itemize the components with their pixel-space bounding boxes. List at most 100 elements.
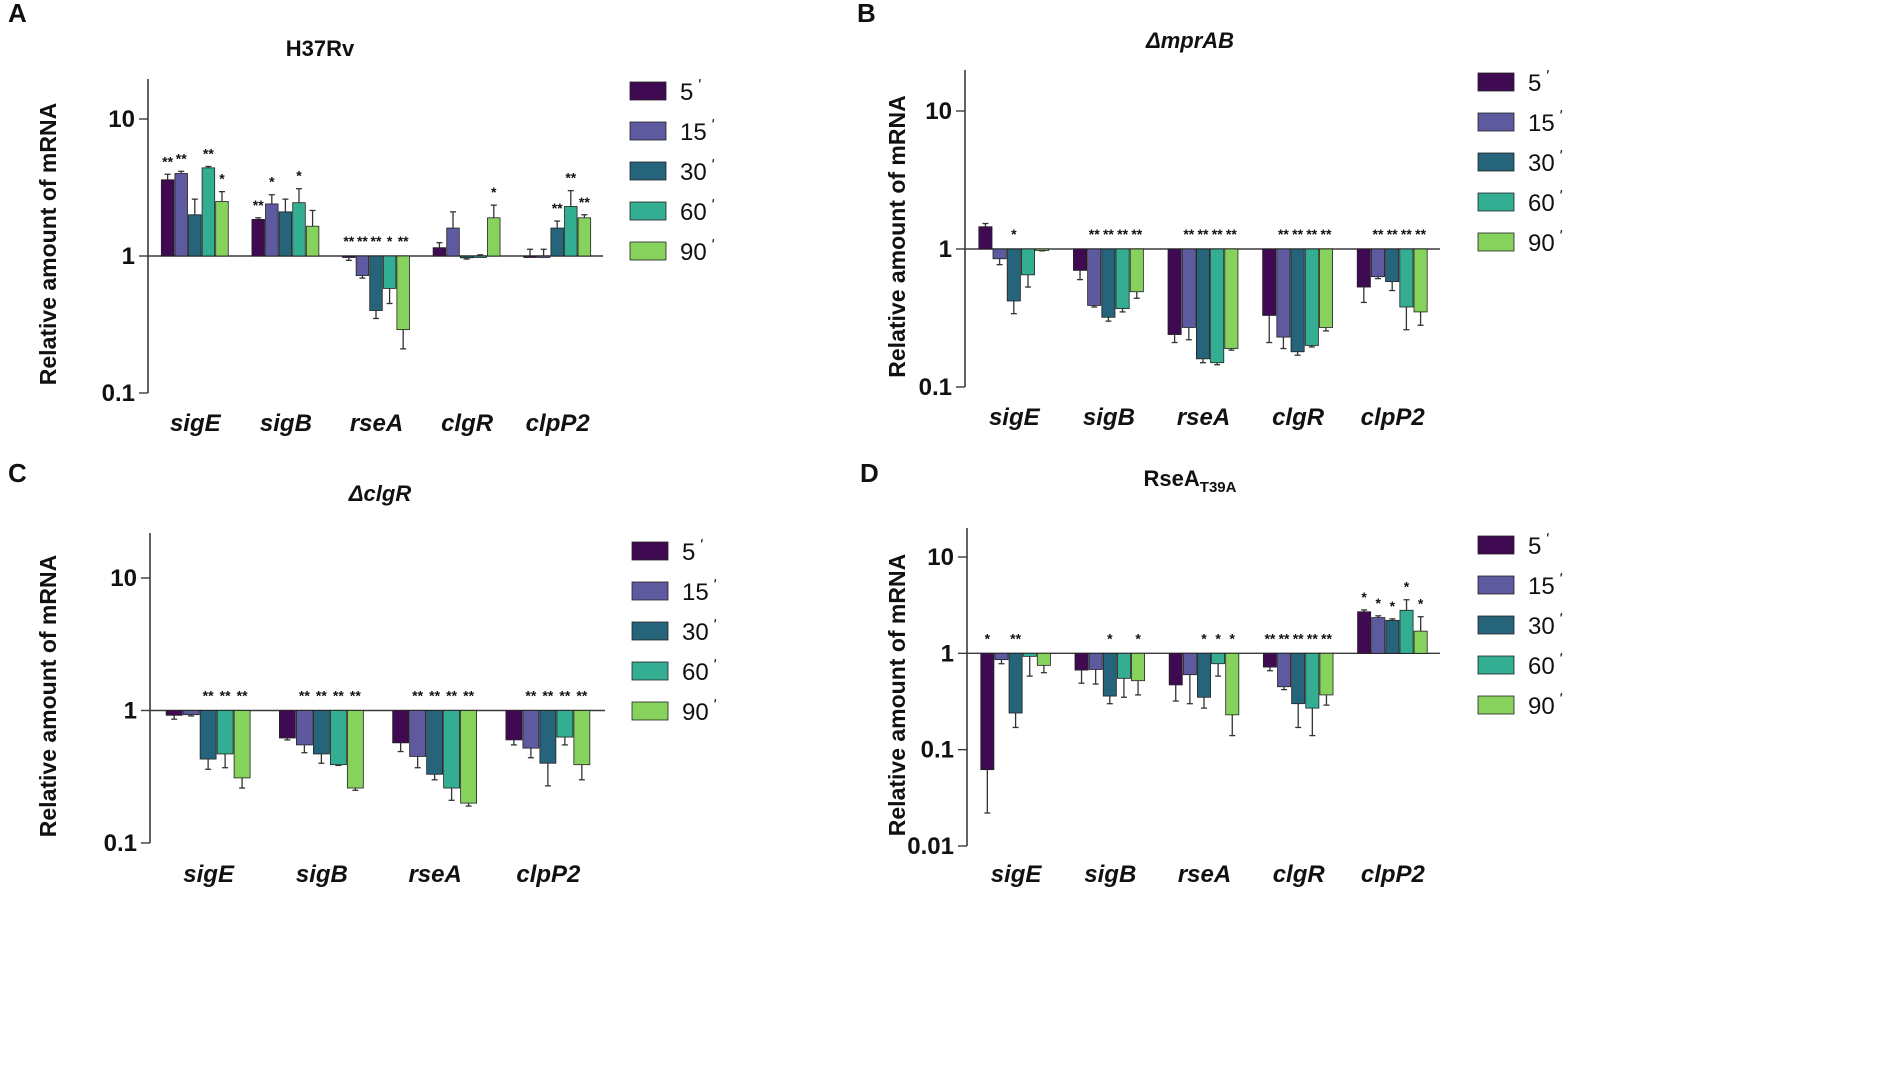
legend-label: 30 ʹ — [682, 617, 717, 646]
legend: 5 ʹ 15 ʹ 30 ʹ 60 ʹ 90 ʹ — [1477, 531, 1563, 720]
bar-clgR-15 — [446, 227, 460, 257]
legend-swatch — [1477, 152, 1515, 172]
legend-swatch — [1477, 535, 1515, 555]
bar-clgR-90 — [1319, 652, 1334, 696]
significance-label: ** — [576, 688, 587, 704]
x-category-label: sigE — [170, 410, 222, 437]
significance-label: * — [1011, 226, 1017, 242]
significance-label: * — [1215, 630, 1221, 646]
bar-rseA-90 — [396, 255, 410, 331]
legend-prime: ʹ — [1559, 148, 1563, 165]
legend-prime: ʹ — [1559, 228, 1563, 245]
legend-label: 60 ʹ — [1528, 188, 1563, 217]
y-tick-label: 0.1 — [104, 830, 137, 857]
bar-rseA-15 — [1181, 248, 1196, 328]
bar-sigE-30 — [199, 710, 217, 760]
bar-sigE-30 — [1008, 652, 1023, 714]
bar-sigE-5 — [980, 652, 995, 771]
panel-b: B ΔmprAB 0.1 1 10 Relative amount of mRNA * sig… — [857, 0, 1563, 431]
bar-rseA-5 — [1168, 652, 1183, 686]
panel-letter: D — [860, 458, 879, 488]
significance-label: ** — [237, 688, 248, 704]
significance-label: ** — [203, 688, 214, 704]
bar-clgR-15 — [1276, 248, 1291, 338]
x-category-label: clpP2 — [516, 861, 581, 888]
bar-sigB-30 — [278, 211, 293, 257]
bar-clpP2-60 — [564, 206, 578, 257]
legend-label: 90 ʹ — [682, 697, 717, 726]
bar-rseA-30 — [1197, 652, 1211, 698]
y-tick-label: 0.1 — [919, 374, 952, 401]
panel-title: ΔclgR — [348, 481, 412, 506]
legend-prime: ʹ — [711, 117, 715, 134]
bar-rseA-30 — [426, 710, 444, 775]
significance-label: ** — [371, 233, 382, 249]
legend-swatch — [1477, 72, 1515, 92]
bar-sigE-5 — [160, 179, 175, 257]
bar-sigB-90 — [305, 225, 320, 257]
bar-sigB-5 — [1074, 652, 1089, 671]
bar-rseA-60 — [382, 255, 397, 289]
bar-clpP2-90 — [1413, 630, 1428, 654]
bar-clpP2-30 — [550, 227, 564, 257]
y-tick-label: 1 — [941, 640, 954, 667]
bar-clgR-60 — [473, 255, 487, 258]
bar-sigB-15 — [265, 203, 279, 257]
legend-prime: ʹ — [1559, 571, 1563, 588]
bar-sigE-60 — [216, 710, 234, 755]
legend-swatch — [629, 201, 667, 221]
significance-label: ** — [253, 197, 264, 213]
legend-swatch — [1477, 615, 1515, 635]
bar-clgR-5 — [432, 247, 447, 257]
legend-swatch — [629, 161, 667, 181]
legend-swatch — [1477, 575, 1515, 595]
significance-label: ** — [565, 170, 576, 186]
legend-label: 90 ʹ — [1528, 691, 1563, 720]
significance-label: * — [219, 171, 225, 187]
significance-label: ** — [1198, 226, 1209, 242]
bar-clgR-5 — [1262, 248, 1277, 316]
bar-sigB-60 — [1115, 248, 1130, 309]
significance-label: * — [491, 184, 497, 200]
significance-label: ** — [1415, 226, 1426, 242]
significance-label: ** — [525, 688, 536, 704]
bar-clpP2-15 — [1371, 617, 1386, 654]
legend-swatch — [1477, 232, 1515, 252]
bar-rseA-90 — [460, 710, 477, 804]
bar-sigE-15 — [994, 652, 1009, 661]
significance-label: ** — [1089, 226, 1100, 242]
bar-sigE-90 — [215, 201, 229, 257]
significance-label: ** — [1401, 226, 1412, 242]
legend-prime: ʹ — [1559, 611, 1563, 628]
x-category-label: clgR — [441, 410, 494, 437]
x-category-label: sigE — [183, 861, 235, 888]
legend-prime: ʹ — [711, 157, 715, 174]
significance-label: ** — [1373, 226, 1384, 242]
y-tick-label: 1 — [939, 236, 952, 263]
significance-label: ** — [1321, 226, 1332, 242]
significance-label: * — [1361, 589, 1367, 605]
panel-title: ΔmprAB — [1145, 28, 1234, 53]
significance-label: ** — [357, 233, 368, 249]
x-category-label: sigB — [1084, 861, 1136, 888]
bar-rseA-15 — [409, 710, 427, 757]
bar-rseA-15 — [1182, 652, 1197, 676]
bar-sigE-90 — [233, 710, 251, 779]
legend-swatch — [1477, 655, 1515, 675]
legend-label: 15 ʹ — [1528, 571, 1563, 600]
significance-label: * — [1107, 630, 1113, 646]
bar-sigE-30 — [1006, 248, 1021, 302]
x-category-label: sigE — [991, 861, 1043, 888]
significance-label: * — [269, 174, 275, 190]
y-axis-label: Relative amount of mRNA — [35, 555, 61, 837]
significance-label: ** — [1212, 226, 1223, 242]
legend: 5 ʹ 15 ʹ 30 ʹ 60 ʹ 90 ʹ — [631, 537, 717, 726]
legend-label: 15 ʹ — [680, 117, 715, 146]
bar-sigB-60 — [292, 202, 306, 257]
y-tick-label: 0.1 — [102, 380, 135, 407]
legend-swatch — [631, 621, 669, 641]
